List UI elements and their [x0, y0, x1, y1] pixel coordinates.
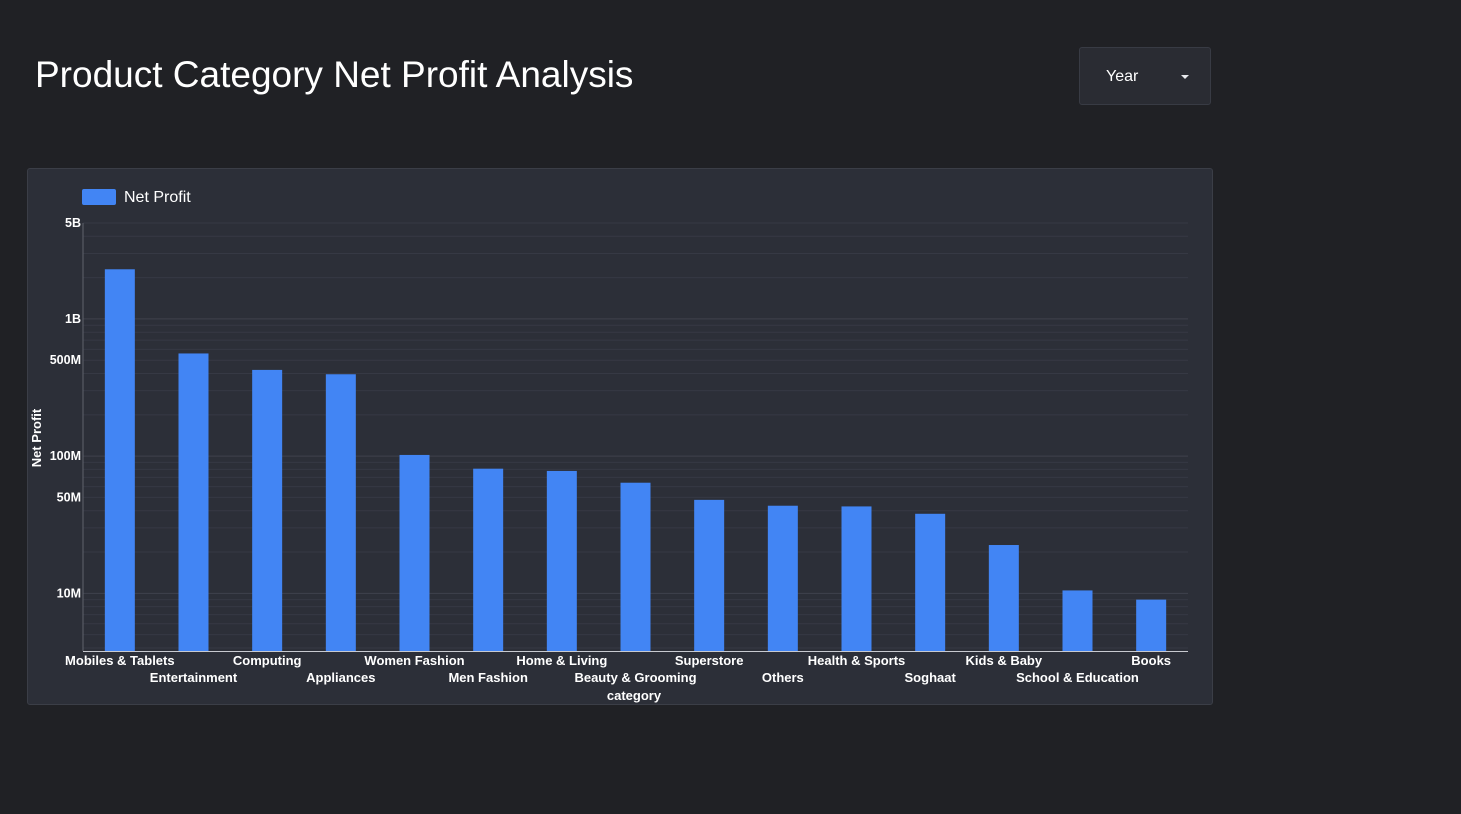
bar-soghaat[interactable] — [915, 514, 945, 651]
x-tick-label: Mobiles & Tablets — [65, 653, 175, 668]
year-filter-dropdown[interactable]: Year — [1079, 47, 1211, 105]
chevron-down-icon — [1181, 75, 1189, 79]
y-tick-label: 50M — [57, 490, 81, 504]
y-tick-label: 5B — [65, 216, 81, 230]
x-tick-label: Appliances — [306, 670, 375, 685]
x-tick-label: Health & Sports — [808, 653, 906, 668]
x-tick-label: Women Fashion — [364, 653, 464, 668]
x-tick-label: Beauty & Grooming — [574, 670, 696, 685]
bar-health-sports[interactable] — [842, 506, 872, 651]
bar-school-education[interactable] — [1063, 590, 1093, 651]
x-tick-label: School & Education — [1016, 670, 1139, 685]
bar-appliances[interactable] — [326, 374, 356, 651]
x-tick-label: Books — [1131, 653, 1171, 668]
y-tick-label: 500M — [50, 353, 81, 367]
x-tick-label: Men Fashion — [448, 670, 528, 685]
y-axis-title: Net Profit — [29, 408, 44, 467]
x-tick-label: Entertainment — [150, 670, 238, 685]
x-tick-label: Home & Living — [516, 653, 607, 668]
bar-kids-baby[interactable] — [989, 545, 1019, 651]
bar-books[interactable] — [1136, 600, 1166, 651]
year-filter-label: Year — [1106, 68, 1138, 86]
page-title: Product Category Net Profit Analysis — [35, 54, 633, 96]
x-tick-label: Others — [762, 670, 804, 685]
net-profit-bar-chart: Mobiles & Tablets Entertainment Computing A… — [28, 169, 1214, 706]
bar-superstore[interactable] — [694, 500, 724, 651]
bar-beauty-grooming[interactable] — [621, 483, 651, 651]
y-tick-label: 10M — [57, 586, 81, 600]
y-tick-label: 1B — [65, 312, 81, 326]
chart-card: Mobiles & Tablets Entertainment Computing A… — [27, 168, 1213, 705]
bar-men-fashion[interactable] — [473, 469, 503, 651]
x-axis-title: category — [607, 688, 662, 703]
bar-home-living[interactable] — [547, 471, 577, 651]
legend-label-net-profit[interactable]: Net Profit — [124, 189, 191, 206]
y-tick-label: 100M — [50, 449, 81, 463]
bar-entertainment[interactable] — [179, 353, 209, 651]
x-tick-label: Superstore — [675, 653, 744, 668]
x-tick-label: Kids & Baby — [966, 653, 1043, 668]
bar-women-fashion[interactable] — [400, 455, 430, 651]
bar-mobiles-tablets[interactable] — [105, 269, 135, 651]
bar-others[interactable] — [768, 506, 798, 651]
x-tick-label: Soghaat — [905, 670, 957, 685]
legend-swatch-net-profit[interactable] — [82, 189, 116, 205]
x-tick-label: Computing — [233, 653, 302, 668]
bar-computing[interactable] — [252, 370, 282, 651]
